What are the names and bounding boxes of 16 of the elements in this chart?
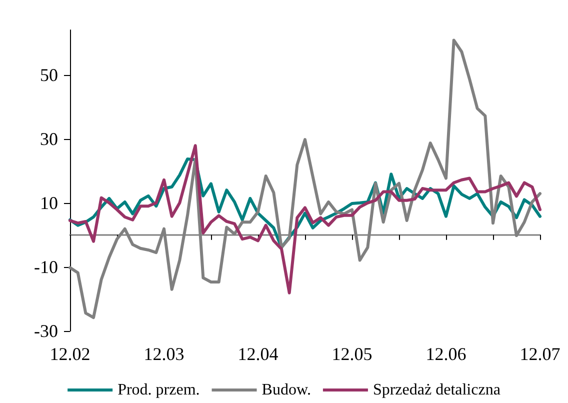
x-tick-label: 12.06 [426,344,466,364]
y-tick-label: -10 [34,256,58,277]
legend-label: Budow. [262,382,311,398]
legend-label: Sprzedaż detaliczna [372,382,500,398]
x-tick-label: 12.02 [50,344,90,364]
x-tick-label: 12.04 [238,344,278,364]
y-tick-label: 10 [40,192,58,213]
x-tick-label: 12.05 [332,344,372,364]
x-tick-label: 12.07 [520,344,560,364]
y-tick-label: 50 [40,64,58,85]
y-tick-label: 30 [40,128,58,149]
line-series [68,38,542,320]
line-series [68,144,542,294]
legend-label: Prod. przem. [118,382,200,398]
x-tick-label: 12.03 [144,344,184,364]
y-tick-label: -30 [34,321,58,341]
